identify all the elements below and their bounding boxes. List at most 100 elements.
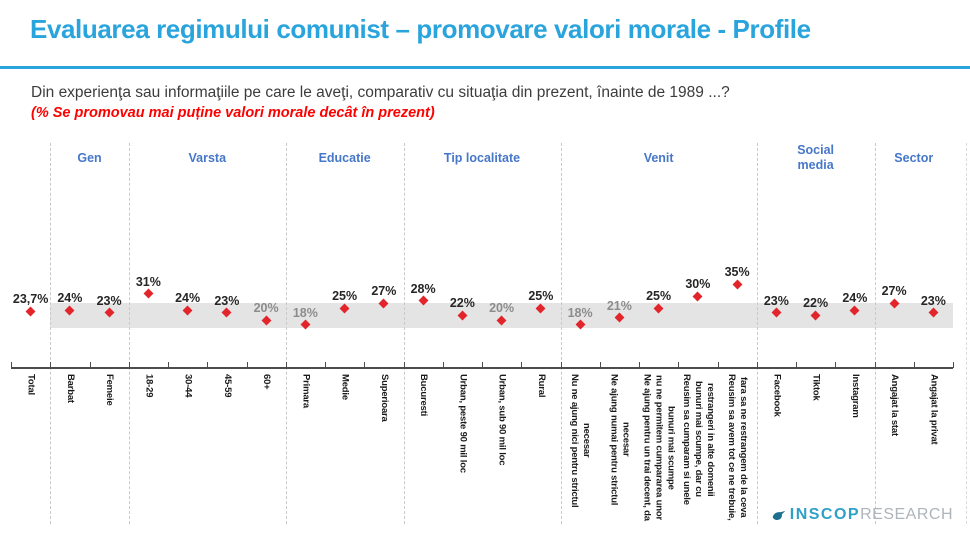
data-point-marker — [692, 291, 703, 301]
chart-group-label: Varsta — [188, 151, 227, 165]
data-point-value-label: 18% — [567, 305, 593, 320]
chart-group-separator — [403, 143, 405, 524]
axis-tick — [50, 362, 52, 368]
data-point-value-label: 25% — [646, 289, 672, 303]
axis-tick — [128, 362, 130, 368]
category-axis-label: 45-59 — [221, 374, 233, 398]
chart-group-label: Social media — [797, 143, 835, 172]
axis-tick — [953, 362, 954, 368]
category-axis-label: Bucuresti — [418, 374, 430, 417]
axis-tick — [285, 362, 287, 368]
chart-group-label: Venit — [643, 151, 674, 165]
data-point-value-label: 24% — [842, 291, 868, 306]
chart-group-separator — [285, 143, 287, 524]
axis-tick — [835, 362, 837, 368]
data-point-value-label: 28% — [410, 281, 436, 296]
data-point-value-label: 23% — [763, 293, 789, 308]
axis-tick — [207, 362, 209, 368]
chart-group-separator — [560, 143, 562, 524]
axis-tick — [89, 362, 91, 368]
category-axis-label: Superioara — [378, 374, 390, 422]
category-axis-label: Facebook — [771, 374, 783, 417]
chart-group-separator — [128, 143, 130, 524]
axis-tick — [717, 362, 719, 368]
data-point-value-label: 23% — [920, 293, 946, 308]
axis-tick — [168, 362, 169, 368]
axis-tick — [874, 362, 876, 368]
category-axis-label: Total — [25, 374, 37, 395]
chart-edge-separator — [966, 143, 967, 524]
data-point-value-label: 20% — [489, 301, 515, 315]
chart-x-axis — [11, 367, 953, 369]
logo-research-text: RESEARCH — [860, 506, 953, 523]
data-point-value-label: 31% — [135, 274, 161, 289]
category-axis-label: 30-44 — [182, 374, 194, 398]
data-point-value-label: 23,7% — [12, 292, 49, 307]
axis-tick — [599, 362, 601, 368]
category-axis-label: Ne ajung pentru un trai decent, da nu ne… — [641, 374, 677, 521]
category-axis-label: Medie — [339, 374, 351, 400]
category-axis-label: Femeie — [104, 374, 116, 406]
data-point-value-label: 25% — [528, 289, 554, 303]
axis-tick — [482, 362, 483, 368]
data-point-value-label: 23% — [214, 293, 240, 308]
data-point-value-label: 35% — [724, 265, 750, 279]
chart-group-separator — [50, 143, 52, 524]
category-axis-label: Instagram — [849, 374, 861, 418]
axis-tick — [913, 362, 915, 368]
chart-group-separator — [874, 143, 876, 524]
category-axis-label: Angajat la stat — [889, 374, 901, 436]
axis-tick — [639, 362, 640, 368]
category-axis-label: Urban, sub 90 mil loc — [496, 374, 508, 466]
axis-tick — [521, 362, 523, 368]
category-axis-label: Urban, peste 90 mil loc — [457, 374, 469, 473]
data-point-value-label: 22% — [803, 296, 829, 311]
category-axis-label: Tiktok — [810, 374, 822, 401]
logo-inscop-text: INSCOP — [789, 506, 861, 523]
axis-tick — [678, 362, 680, 368]
category-axis-label: 60+ — [261, 374, 273, 390]
page-title: Evaluarea regimului comunist – promovare… — [30, 14, 811, 44]
data-point-value-label: 27% — [881, 284, 907, 299]
axis-tick — [796, 362, 797, 368]
axis-tick — [756, 362, 758, 368]
axis-tick — [560, 362, 562, 368]
data-point-value-label: 24% — [175, 291, 201, 306]
category-axis-label: Reusim sa cumparam si unele bunuri mai s… — [680, 374, 716, 505]
category-axis-label: 18-29 — [143, 374, 155, 398]
category-axis-label: Rural — [535, 374, 547, 398]
category-axis-label: Reusim sa avem tot ce ne trebuie, fara s… — [726, 374, 750, 521]
chart-group-label: Sector — [894, 151, 934, 165]
title-rule — [0, 66, 970, 69]
data-point-value-label: 18% — [292, 305, 318, 320]
data-point-marker — [732, 279, 743, 289]
data-point-value-label: 23% — [96, 293, 122, 308]
data-point-value-label: 24% — [57, 291, 83, 306]
category-axis-label: Angajat la privat — [928, 374, 940, 445]
data-point-value-label: 21% — [606, 298, 632, 313]
data-point-value-label: 22% — [449, 296, 475, 311]
data-point-value-label: 25% — [332, 289, 358, 303]
category-axis-label: Primara — [300, 374, 312, 408]
chart-group-separator — [756, 143, 758, 524]
inscop-bird-icon — [772, 510, 786, 520]
axis-tick — [325, 362, 326, 368]
category-axis-label: Barbat — [64, 374, 76, 403]
data-point-value-label: 27% — [371, 284, 397, 299]
axis-tick — [246, 362, 248, 368]
axis-tick — [442, 362, 444, 368]
inscop-logo: INSCOP RESEARCH — [772, 506, 953, 524]
data-point-value-label: 20% — [253, 301, 279, 315]
chart-group-label: Tip localitate — [443, 151, 521, 165]
category-axis-label: Nu ne ajung nici pentru strictul necesar — [569, 374, 593, 508]
chart-group-label: Educatie — [318, 151, 371, 165]
data-point-marker — [143, 288, 154, 299]
data-point-marker — [25, 306, 36, 317]
axis-tick — [403, 362, 405, 368]
chart-group-label: Gen — [77, 151, 102, 165]
data-point-value-label: 30% — [685, 277, 711, 291]
survey-question: Din experienţa sau informaţiile pe care … — [31, 84, 730, 101]
axis-tick — [11, 362, 12, 368]
